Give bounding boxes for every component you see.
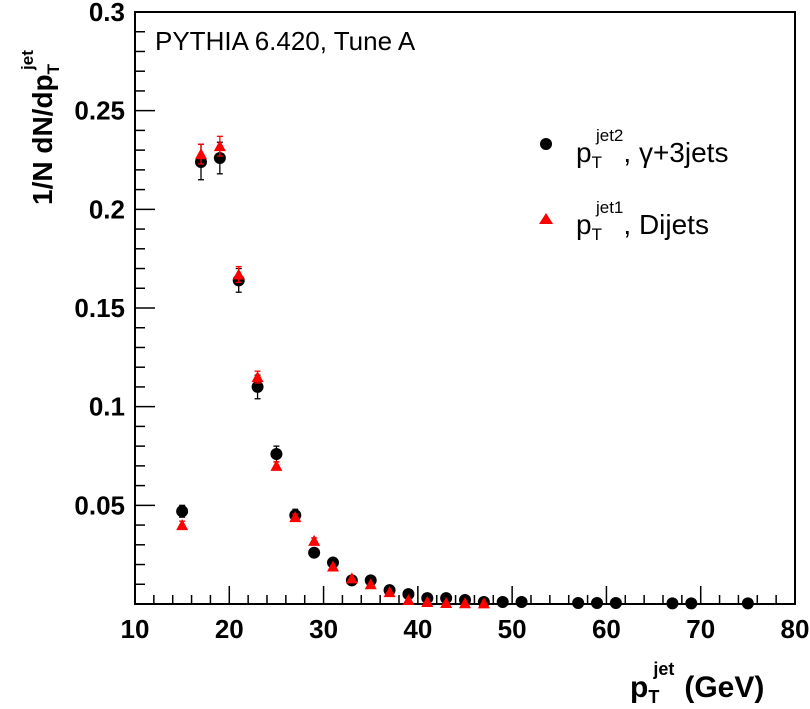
y-tick-label: 0.3 xyxy=(89,0,125,27)
legend-label-1-sup: jet2 xyxy=(595,126,623,145)
data-point-circle xyxy=(251,380,264,393)
y-tick-label: 0.25 xyxy=(74,96,125,126)
data-point-circle xyxy=(308,546,321,559)
data-layer xyxy=(176,135,754,610)
data-point-circle xyxy=(515,596,528,609)
data-point-circle xyxy=(591,597,603,610)
legend-label-2-sub: T xyxy=(592,225,602,244)
data-point-circle xyxy=(496,596,509,609)
x-axis-title-main: p xyxy=(630,671,648,704)
y-axis-title-prefix: 1/N dN/dp xyxy=(27,74,58,205)
data-point-circle xyxy=(213,152,226,165)
legend: pTjet2, γ+3jets pTjet1, Dijets xyxy=(539,126,728,244)
x-tick-label: 20 xyxy=(215,614,244,644)
x-tick-label: 80 xyxy=(781,614,810,644)
data-point-triangle xyxy=(459,597,471,609)
data-point-circle xyxy=(685,597,698,610)
data-point-triangle xyxy=(364,578,377,590)
legend-label-1-main: p xyxy=(576,137,592,168)
legend-label-2-main: p xyxy=(576,209,592,240)
data-point-triangle xyxy=(270,459,283,471)
data-point-circle xyxy=(270,448,283,461)
legend-label-2: pTjet1, Dijets xyxy=(576,198,709,244)
legend-label-2-sup: jet1 xyxy=(595,198,623,217)
data-point-circle xyxy=(741,597,754,610)
data-point-triangle xyxy=(176,519,189,531)
legend-label-2-suffix: , Dijets xyxy=(623,209,709,240)
annotation: PYTHIA 6.420, Tune A xyxy=(155,26,416,56)
data-point-triangle xyxy=(402,594,415,606)
data-point-triangle xyxy=(251,371,264,383)
data-point-triangle xyxy=(195,148,207,160)
x-axis-title-sub: T xyxy=(648,687,659,707)
x-tick-label: 10 xyxy=(121,614,150,644)
data-point-triangle xyxy=(477,597,490,609)
data-point-circle xyxy=(176,505,189,518)
plot-frame xyxy=(134,11,796,605)
legend-label-1-suffix: , γ+3jets xyxy=(623,137,728,168)
y-axis: 0.05 0.1 0.15 0.2 0.25 0.3 xyxy=(74,0,155,605)
data-point-circle xyxy=(609,597,622,610)
y-tick-label: 0.05 xyxy=(74,490,125,520)
y-tick-label: 0.1 xyxy=(89,392,125,422)
x-tick-label: 50 xyxy=(498,614,527,644)
data-point-triangle xyxy=(383,586,396,598)
data-point-circle xyxy=(666,597,679,610)
data-point-triangle xyxy=(308,534,321,546)
y-axis-title-sup: jet xyxy=(18,50,37,71)
x-tick-label: 30 xyxy=(309,614,338,644)
y-tick-label: 0.15 xyxy=(74,293,125,323)
series-2 xyxy=(176,135,490,609)
x-tick-label: 40 xyxy=(403,614,432,644)
data-point-triangle xyxy=(345,572,358,584)
data-point-triangle xyxy=(289,511,302,523)
x-axis: 10 20 30 40 50 60 70 80 xyxy=(121,586,810,644)
legend-label-1-sub: T xyxy=(592,153,602,172)
data-point-triangle xyxy=(440,597,453,609)
data-point-triangle xyxy=(421,596,434,608)
data-point-triangle xyxy=(232,268,245,280)
x-tick-label: 70 xyxy=(686,614,715,644)
data-point-triangle xyxy=(327,560,339,572)
legend-label-1: pTjet2, γ+3jets xyxy=(576,126,728,172)
y-tick-label: 0.2 xyxy=(89,194,125,224)
x-axis-title-unit: (GeV) xyxy=(684,671,764,704)
legend-marker-circle xyxy=(540,138,552,150)
y-axis-title: 1/N dN/dpTjet xyxy=(18,50,63,205)
data-point-triangle xyxy=(213,140,226,152)
x-tick-label: 60 xyxy=(592,614,621,644)
x-axis-title-sup: jet xyxy=(652,659,674,679)
data-point-circle xyxy=(572,597,585,610)
x-axis-title: pTjet (GeV) xyxy=(630,659,764,707)
legend-marker-triangle xyxy=(539,213,553,224)
y-axis-title-sub: T xyxy=(44,63,63,74)
